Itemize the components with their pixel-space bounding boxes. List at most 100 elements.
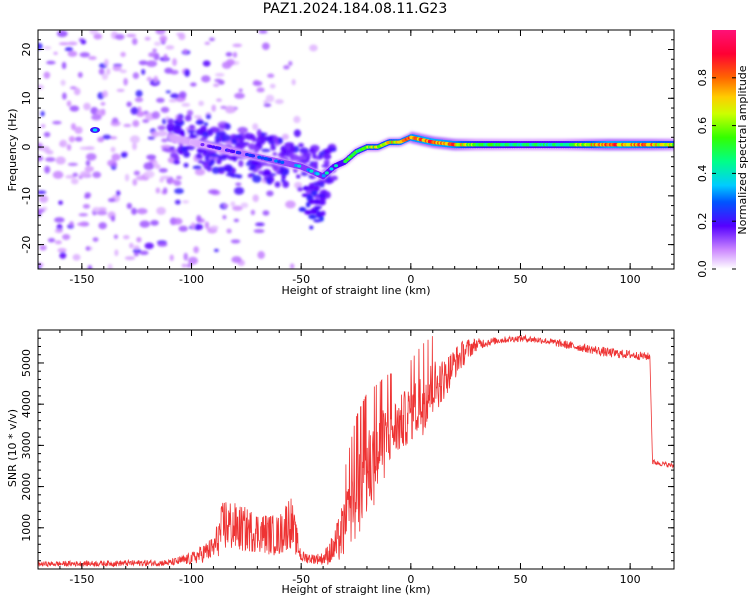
noise-blob (143, 162, 155, 171)
noise-blob (116, 190, 121, 197)
noise-blob (281, 174, 287, 180)
noise-blob (79, 52, 90, 58)
noise-blob (78, 213, 89, 217)
noise-blob (174, 199, 181, 205)
noise-blob (110, 146, 116, 153)
noise-blob (281, 133, 289, 140)
noise-blob (43, 131, 51, 138)
noise-blob (274, 99, 284, 105)
noise-blob (214, 78, 222, 83)
noise-blob (222, 215, 227, 220)
noise-blob (115, 33, 125, 40)
noise-blob (120, 51, 126, 57)
noise-blob (116, 88, 125, 92)
noise-blob (230, 239, 241, 244)
noise-blob (72, 172, 79, 177)
noise-blob (210, 225, 219, 230)
noise-blob (174, 188, 184, 195)
noise-blob (40, 124, 46, 128)
noise-blob (141, 69, 146, 75)
noise-blob (208, 161, 214, 167)
y-tick-label: 0 (20, 144, 33, 151)
ridge-core-cell (274, 159, 279, 163)
noise-blob (38, 42, 43, 50)
noise-blob (157, 125, 166, 131)
noise-blob (170, 93, 179, 99)
noise-blob (296, 174, 301, 179)
noise-blob (155, 187, 161, 194)
ridge-core-cell (324, 171, 329, 175)
noise-blob (112, 65, 122, 72)
spectrogram-ridge (90, 126, 680, 181)
ridge-mid-cell (675, 141, 680, 148)
noise-blob (102, 134, 112, 140)
noise-blob (290, 263, 295, 269)
y-tick-label: 2000 (20, 473, 33, 501)
noise-blob (226, 58, 235, 66)
noise-blob (47, 237, 56, 243)
noise-blob (44, 157, 56, 162)
noise-blob (57, 247, 67, 253)
noise-blob (153, 75, 159, 83)
noise-blob (85, 160, 91, 167)
noise-blob (251, 135, 257, 143)
noise-blob (60, 79, 66, 86)
noise-blob (131, 37, 138, 46)
noise-blob (100, 101, 106, 106)
noise-blob (71, 178, 79, 185)
noise-blob (238, 88, 243, 93)
noise-blob (135, 175, 146, 181)
noise-blob (312, 181, 322, 187)
y-tick-label: -10 (20, 187, 33, 205)
snr-x-label: Height of straight line (km) (281, 583, 430, 596)
noise-blob (194, 168, 206, 176)
noise-blob (285, 143, 292, 147)
noise-blob (237, 126, 248, 134)
noise-blob (132, 72, 140, 80)
x-tick-label: -100 (179, 573, 204, 586)
noise-blob (144, 242, 154, 250)
noise-blob (296, 155, 306, 162)
noise-blob (160, 144, 172, 149)
noise-blob (304, 210, 312, 215)
noise-blob (281, 149, 287, 156)
noise-blob (214, 139, 220, 144)
noise-blob (77, 72, 83, 78)
snr-series-line (37, 334, 675, 568)
noise-blob (232, 43, 243, 48)
noise-blob (266, 190, 274, 197)
noise-blob (213, 248, 219, 253)
noise-blob (46, 60, 56, 65)
noise-blob (80, 39, 87, 45)
noise-blob (330, 175, 338, 181)
y-tick-label: 5000 (20, 349, 33, 377)
noise-blob (256, 128, 262, 137)
noise-blob (138, 60, 148, 66)
x-tick-label: -50 (292, 573, 310, 586)
noise-blob (201, 75, 211, 83)
noise-blob (158, 168, 168, 173)
noise-blob (84, 165, 95, 173)
noise-blob (320, 210, 326, 217)
noise-blob (180, 146, 188, 153)
noise-blob (74, 126, 83, 134)
noise-blob (260, 135, 267, 142)
noise-blob (132, 178, 138, 186)
noise-blob (206, 128, 214, 137)
y-tick-label: 20 (20, 43, 33, 57)
noise-blob (213, 83, 220, 88)
noise-blob (98, 222, 107, 230)
x-tick-label: 0 (407, 573, 414, 586)
noise-blob (85, 153, 97, 161)
noise-blob (312, 152, 317, 160)
noise-blob (209, 37, 215, 42)
noise-blob (123, 78, 128, 86)
noise-blob (133, 170, 141, 176)
noise-blob (302, 185, 310, 191)
ridge-core-cell (280, 160, 285, 164)
noise-blob (137, 111, 146, 116)
noise-blob (195, 128, 204, 136)
noise-blob (235, 182, 242, 187)
noise-blob (87, 265, 93, 269)
noise-blob (165, 45, 175, 50)
